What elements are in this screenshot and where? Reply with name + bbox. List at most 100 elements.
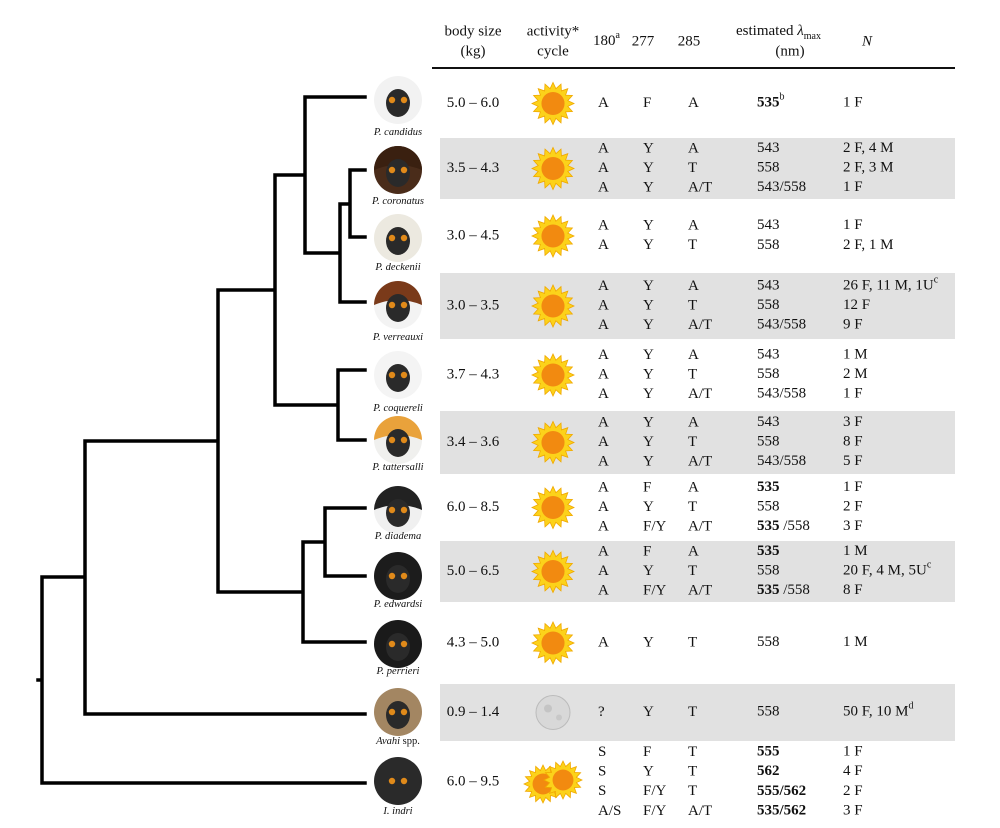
sample-n: 9 F bbox=[843, 317, 863, 333]
genotype: A bbox=[598, 479, 609, 495]
sun-disc bbox=[541, 224, 565, 248]
lambda-max: 535 bbox=[757, 543, 780, 559]
sun-disc bbox=[552, 769, 574, 791]
portrait-eye bbox=[400, 777, 408, 785]
portrait-eye bbox=[388, 506, 396, 514]
sample-n: 8 F bbox=[843, 583, 863, 599]
species-name-text: I. indri bbox=[382, 806, 412, 817]
lambda-value: 543/558 bbox=[757, 386, 806, 402]
portrait-face bbox=[386, 364, 410, 392]
genotype: A bbox=[598, 543, 609, 559]
sun-disc bbox=[541, 631, 565, 655]
genotype: F bbox=[643, 744, 651, 760]
lambda-max: 535 /558 bbox=[757, 519, 810, 535]
sample-n-text: 2 F, 3 M bbox=[843, 160, 893, 176]
genotype: A bbox=[598, 140, 609, 156]
genotype: A bbox=[598, 519, 609, 535]
lambda-max: 555/562 bbox=[757, 783, 806, 799]
species-row: P. edwardsi 5.0 – 6.5 A F A 535 1 M A Y T 558 20 F,… bbox=[373, 543, 932, 610]
genotype: A bbox=[598, 95, 609, 111]
genotype: Y bbox=[643, 634, 654, 650]
sample-n: 1 F bbox=[843, 180, 863, 196]
species-name: P. coquereli bbox=[372, 403, 423, 414]
portrait-face bbox=[386, 770, 410, 798]
genotype: A bbox=[688, 347, 699, 363]
sample-n-text: 1 F bbox=[843, 744, 863, 760]
sample-n-text: 8 F bbox=[843, 583, 863, 599]
header-activity: activity* bbox=[527, 23, 580, 39]
lambda-max: 543/558 bbox=[757, 454, 806, 470]
body-size: 4.3 – 5.0 bbox=[447, 634, 500, 650]
sun-disc bbox=[541, 91, 565, 116]
lambda-max: 543 bbox=[757, 218, 780, 234]
species-row: P. tattersalli 3.4 – 3.6 A Y A 543 3 F A Y T 558 8 … bbox=[371, 414, 862, 473]
body-size: 5.0 – 6.0 bbox=[447, 95, 500, 111]
genotype: Y bbox=[643, 347, 654, 363]
body-size: 3.0 – 3.5 bbox=[447, 297, 500, 313]
lambda-rest: /558 bbox=[780, 583, 810, 599]
genotype: T bbox=[688, 297, 697, 313]
sample-n-text: 3 F bbox=[843, 414, 863, 430]
moon-crater bbox=[556, 714, 562, 721]
genotype: Y bbox=[643, 366, 654, 382]
lambda-value: 543/558 bbox=[757, 454, 806, 470]
lambda-value: 535 bbox=[757, 479, 780, 495]
species-name: P. coronatus bbox=[371, 196, 424, 207]
portrait-eye bbox=[388, 708, 396, 716]
genotype: F/Y bbox=[643, 783, 667, 799]
lambda-max: 543 bbox=[757, 414, 780, 430]
lambda-value: 558 bbox=[757, 499, 780, 515]
genotype: A bbox=[598, 278, 609, 294]
genotype: Y bbox=[643, 704, 654, 720]
portrait-eye bbox=[388, 572, 396, 580]
lambda-max: 558 bbox=[757, 160, 780, 176]
sample-n-text: 1 F bbox=[843, 180, 863, 196]
genotype: A bbox=[688, 218, 699, 234]
species-row: P. coronatus 3.5 – 4.3 A Y A 543 2 F, 4 M A Y T 55… bbox=[371, 140, 893, 207]
body-size: 3.4 – 3.6 bbox=[447, 434, 500, 450]
genotype: S bbox=[598, 783, 606, 799]
species-row: Avahi spp. 0.9 – 1.4? Y T 558 50 F, 10 Md bbox=[374, 688, 913, 747]
portrait-face bbox=[386, 89, 410, 117]
portrait-eye bbox=[388, 96, 396, 104]
lambda-value: 535 bbox=[757, 543, 780, 559]
sample-n-sup: d bbox=[908, 701, 913, 712]
portrait-face bbox=[386, 294, 410, 322]
species-name-text: P. deckenii bbox=[374, 262, 420, 273]
genotype: Y bbox=[643, 563, 654, 579]
genotype: A/T bbox=[688, 583, 712, 599]
sample-n-text: 3 F bbox=[843, 803, 863, 819]
genotype: Y bbox=[643, 414, 654, 430]
row-shade bbox=[440, 138, 955, 199]
body-size: 5.0 – 6.5 bbox=[447, 563, 500, 579]
lambda-value: 543 bbox=[757, 140, 780, 156]
portrait-eye bbox=[388, 166, 396, 174]
portrait-eye bbox=[388, 234, 396, 242]
sample-n: 3 F bbox=[843, 519, 863, 535]
genotype: A/T bbox=[688, 317, 712, 333]
genotype: T bbox=[688, 764, 697, 780]
portrait-eye bbox=[400, 572, 408, 580]
sample-n-text: 8 F bbox=[843, 434, 863, 450]
sample-n: 5 F bbox=[843, 454, 863, 470]
genotype: A/S bbox=[598, 803, 621, 819]
lambda-value: 543/558 bbox=[757, 317, 806, 333]
sample-n-text: 5 F bbox=[843, 454, 863, 470]
body-size: 3.5 – 4.3 bbox=[447, 160, 500, 176]
header-180: 180a bbox=[593, 30, 621, 49]
genotype: A bbox=[688, 278, 699, 294]
genotype: A bbox=[598, 634, 609, 650]
lambda-value: 535 bbox=[757, 519, 780, 535]
body-size: 6.0 – 8.5 bbox=[447, 499, 500, 515]
sample-n: 50 F, 10 Md bbox=[843, 701, 913, 720]
moon bbox=[535, 695, 571, 730]
sample-n-text: 26 F, 11 M, 1U bbox=[843, 278, 934, 294]
row-shade bbox=[440, 541, 955, 602]
sample-n: 1 M bbox=[843, 543, 868, 559]
genotype: A/T bbox=[688, 803, 712, 819]
genotype: F/Y bbox=[643, 519, 667, 535]
species-name-text: P. candidus bbox=[373, 127, 422, 138]
sample-n: 2 F, 1 M bbox=[843, 237, 893, 253]
sun-disc bbox=[541, 294, 565, 318]
genotype: A bbox=[688, 414, 699, 430]
